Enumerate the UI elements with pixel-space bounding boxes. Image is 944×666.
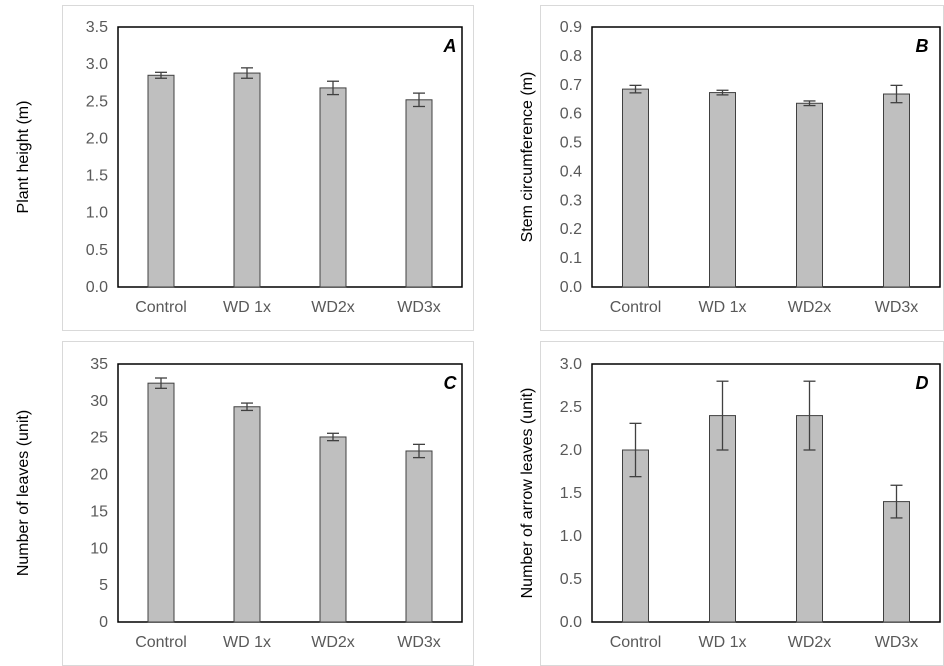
x-tick-label: WD3x	[875, 634, 919, 651]
x-tick-label: WD 1x	[699, 299, 747, 316]
y-tick-label: 30	[90, 393, 108, 410]
x-tick-label: Control	[135, 634, 187, 651]
error-bar	[241, 402, 253, 412]
chart-panel-d: 0.0 0.5 1.0 1.5 2.0 2.5 3.0 Control WD 1x WD2x WD3…	[519, 356, 941, 651]
x-tick-label: WD 1x	[223, 634, 271, 651]
bar	[405, 450, 433, 623]
plot-area-border	[117, 363, 463, 623]
y-tick-label: 2.5	[560, 399, 582, 416]
y-tick-label: 0.5	[86, 242, 108, 259]
x-tick-label: WD2x	[311, 299, 355, 316]
x-tick-label: WD2x	[788, 634, 832, 651]
error-bar	[890, 484, 903, 519]
y-axis-title: Number of leaves (unit)	[15, 410, 32, 576]
y-tick-label: 1.5	[560, 485, 582, 502]
bar	[796, 102, 823, 288]
y-tick-label: 0.2	[560, 221, 582, 238]
bar	[147, 74, 175, 288]
error-bar	[413, 443, 425, 459]
bar	[233, 406, 261, 623]
x-tick-label: WD3x	[397, 299, 441, 316]
bar	[405, 99, 433, 288]
y-tick-label: 5	[99, 577, 108, 594]
bar	[622, 88, 649, 288]
x-tick-label: WD 1x	[223, 299, 271, 316]
error-bar	[803, 380, 816, 451]
plot-area-border	[591, 363, 941, 623]
y-tick-label: 0.9	[560, 19, 582, 36]
y-tick-label: 15	[90, 503, 108, 520]
y-tick-label: 2.5	[86, 93, 108, 110]
y-tick-label: 3.0	[86, 56, 108, 73]
x-tick-label: WD3x	[397, 634, 441, 651]
bar	[883, 93, 910, 288]
y-tick-label: 1.5	[86, 168, 108, 185]
x-tick-label: WD2x	[311, 634, 355, 651]
error-bar	[327, 432, 339, 442]
y-tick-label: 1.0	[560, 528, 582, 545]
x-tick-label: WD 1x	[699, 634, 747, 651]
x-tick-label: WD3x	[875, 299, 919, 316]
y-tick-label: 0.3	[560, 192, 582, 209]
error-bar	[241, 67, 253, 79]
bar	[233, 72, 261, 288]
y-tick-label: 0.0	[560, 279, 582, 296]
plot-area-border	[591, 26, 941, 288]
bar	[147, 382, 175, 623]
y-tick-label: 2.0	[560, 442, 582, 459]
chart-panel-c: 0 5 10 15 20 25 30 35 Control WD 1x WD2x WD3x Number…	[15, 356, 463, 651]
chart-panel-b: 0.0 0.1 0.2 0.3 0.4 0.5 0.6 0.7 0.8 0.9 Control WD …	[519, 19, 941, 316]
y-tick-label: 0.5	[560, 571, 582, 588]
error-bar	[716, 380, 729, 451]
y-tick-label: 20	[90, 467, 108, 484]
y-axis-title: Plant height (m)	[15, 101, 32, 214]
y-axis-title: Number of arrow leaves (unit)	[519, 388, 536, 599]
error-bar	[803, 100, 816, 107]
x-tick-label: WD2x	[788, 299, 832, 316]
y-tick-label: 25	[90, 430, 108, 447]
error-bar	[629, 422, 642, 478]
y-tick-label: 0.0	[86, 279, 108, 296]
error-bar	[716, 89, 729, 96]
error-bar	[155, 377, 167, 389]
x-tick-label: Control	[610, 299, 662, 316]
y-tick-label: 3.0	[560, 356, 582, 373]
panel-letter: C	[444, 373, 458, 393]
error-bar	[629, 84, 642, 94]
y-tick-label: 10	[90, 540, 108, 557]
error-bar	[413, 92, 425, 108]
panel-letter: D	[916, 373, 929, 393]
y-tick-label: 0.4	[560, 163, 582, 180]
error-bar	[327, 80, 339, 96]
y-tick-label: 0.5	[560, 135, 582, 152]
error-bar	[155, 71, 167, 79]
plot-area-border	[117, 26, 463, 288]
bar	[883, 501, 910, 623]
y-tick-label: 1.0	[86, 205, 108, 222]
y-tick-label: 0.7	[560, 77, 582, 94]
x-tick-label: Control	[135, 299, 187, 316]
bar	[319, 436, 347, 623]
error-bar	[890, 84, 903, 104]
y-axis-title: Stem circumference (m)	[519, 72, 536, 243]
y-tick-label: 0.0	[560, 614, 582, 631]
y-tick-label: 0.6	[560, 106, 582, 123]
bar	[709, 415, 736, 623]
y-tick-label: 35	[90, 356, 108, 373]
x-tick-label: Control	[610, 634, 662, 651]
panel-letter: B	[916, 36, 929, 56]
y-tick-label: 3.5	[86, 19, 108, 36]
panel-a-frame	[62, 5, 474, 331]
bar	[709, 92, 736, 288]
y-tick-label: 2.0	[86, 130, 108, 147]
y-tick-label: 0.1	[560, 250, 582, 267]
y-tick-label: 0	[99, 614, 108, 631]
y-tick-label: 0.8	[560, 48, 582, 65]
bar	[319, 87, 347, 288]
chart-panel-a: 0.0 0.5 1.0 1.5 2.0 2.5 3.0 3.5 Control WD 1x WD2x…	[15, 19, 463, 316]
panel-letter: A	[443, 36, 457, 56]
